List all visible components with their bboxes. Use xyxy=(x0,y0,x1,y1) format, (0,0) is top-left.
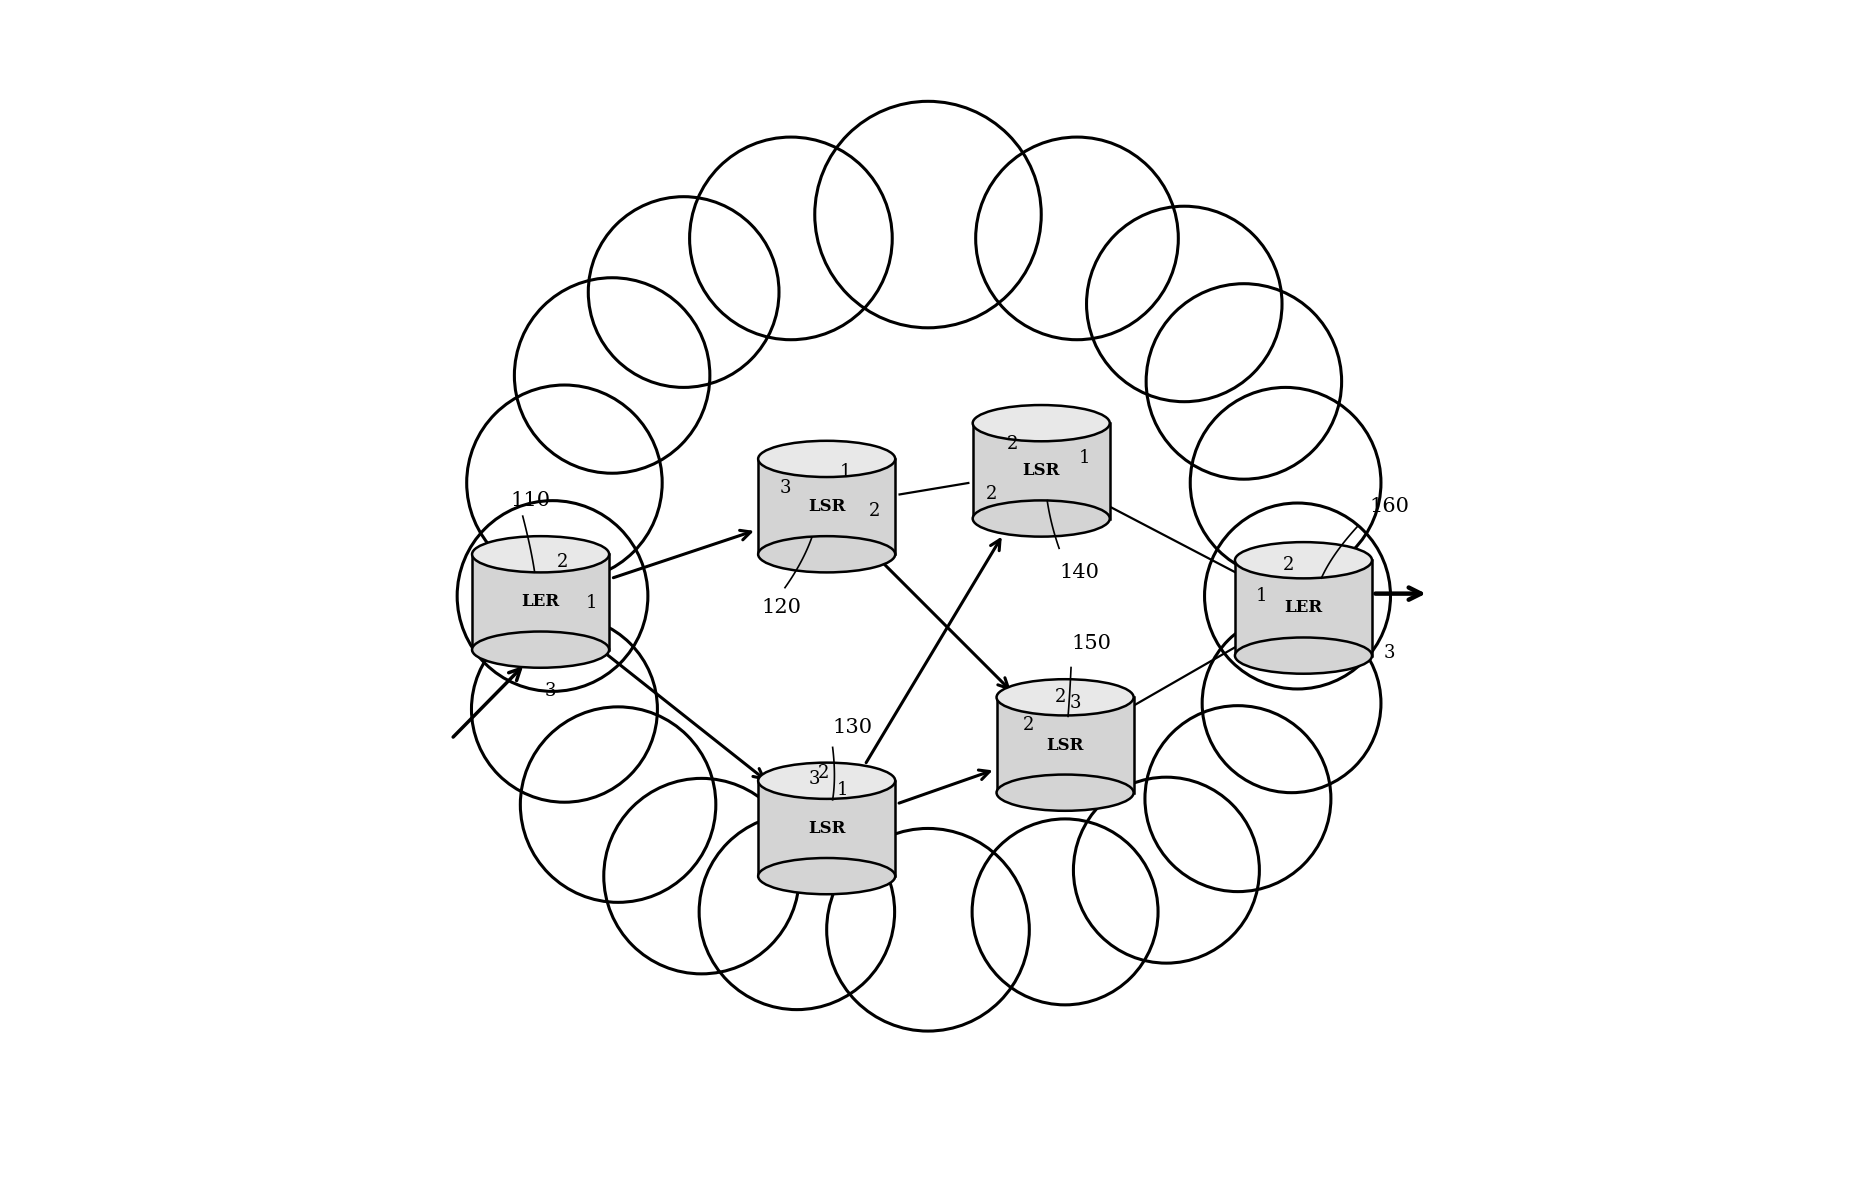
Circle shape xyxy=(1146,284,1341,479)
Bar xyxy=(757,781,894,876)
Text: 3: 3 xyxy=(1070,694,1081,712)
Circle shape xyxy=(976,137,1178,340)
Ellipse shape xyxy=(996,679,1133,715)
Circle shape xyxy=(519,707,716,902)
Text: 140: 140 xyxy=(1059,563,1098,582)
Circle shape xyxy=(1189,387,1380,578)
Text: 2: 2 xyxy=(1022,716,1033,734)
Text: 2: 2 xyxy=(1054,688,1067,706)
Text: 2: 2 xyxy=(868,502,879,520)
Circle shape xyxy=(1085,206,1282,402)
Circle shape xyxy=(471,616,657,802)
Bar xyxy=(471,554,608,650)
Text: 3: 3 xyxy=(544,682,556,701)
Text: 130: 130 xyxy=(833,718,872,737)
Text: 3: 3 xyxy=(809,770,820,788)
Text: 1: 1 xyxy=(837,781,848,799)
Text: LER: LER xyxy=(1284,600,1323,616)
Ellipse shape xyxy=(757,441,894,477)
Ellipse shape xyxy=(996,775,1133,811)
Text: 120: 120 xyxy=(761,598,801,617)
Ellipse shape xyxy=(1234,542,1371,578)
Text: 1: 1 xyxy=(1078,449,1089,467)
Text: 2: 2 xyxy=(1005,435,1018,453)
Circle shape xyxy=(514,278,709,473)
Bar xyxy=(757,459,894,554)
Circle shape xyxy=(825,828,1030,1031)
Ellipse shape xyxy=(972,501,1109,536)
Text: LSR: LSR xyxy=(807,498,844,515)
Text: 160: 160 xyxy=(1369,497,1408,516)
Circle shape xyxy=(466,385,662,581)
Bar xyxy=(972,423,1109,519)
Circle shape xyxy=(1204,503,1389,689)
Ellipse shape xyxy=(1234,638,1371,673)
Circle shape xyxy=(972,819,1158,1005)
Ellipse shape xyxy=(757,763,894,799)
Circle shape xyxy=(690,137,892,340)
Text: LSR: LSR xyxy=(807,820,844,837)
Text: LSR: LSR xyxy=(1022,462,1059,479)
Ellipse shape xyxy=(471,536,608,572)
Text: 2: 2 xyxy=(818,764,829,782)
Text: 2: 2 xyxy=(985,485,996,503)
Ellipse shape xyxy=(471,632,608,668)
Text: 1: 1 xyxy=(838,464,850,482)
Circle shape xyxy=(456,501,647,691)
Text: 150: 150 xyxy=(1070,634,1111,653)
Text: 1: 1 xyxy=(584,594,597,611)
Ellipse shape xyxy=(757,858,894,894)
Ellipse shape xyxy=(757,536,894,572)
Bar xyxy=(1234,560,1371,656)
Circle shape xyxy=(1072,777,1260,963)
Text: 2: 2 xyxy=(1282,557,1295,575)
Text: 110: 110 xyxy=(510,491,551,510)
Circle shape xyxy=(1145,706,1330,892)
Circle shape xyxy=(603,778,800,974)
Text: 3: 3 xyxy=(779,479,790,497)
Circle shape xyxy=(545,215,1310,977)
Circle shape xyxy=(588,197,779,387)
Ellipse shape xyxy=(972,405,1109,441)
Text: LER: LER xyxy=(521,594,560,610)
Bar xyxy=(996,697,1133,793)
Text: 1: 1 xyxy=(1256,588,1267,606)
Text: 3: 3 xyxy=(1382,644,1395,663)
Text: LSR: LSR xyxy=(1046,737,1083,753)
Circle shape xyxy=(814,101,1041,328)
Circle shape xyxy=(1202,614,1380,793)
Circle shape xyxy=(699,814,894,1010)
Text: 2: 2 xyxy=(556,553,568,571)
